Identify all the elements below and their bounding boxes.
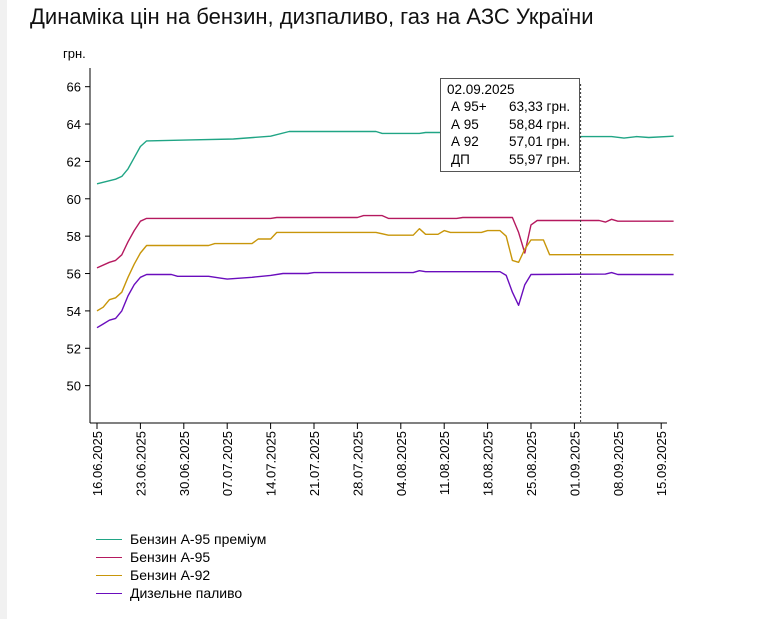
hover-tooltip: 02.09.2025 А 95+ 63,33 грн. А 95 58,84 г… xyxy=(440,78,580,172)
legend-item-diesel[interactable]: Дизельне паливо xyxy=(96,584,266,602)
legend-item-a95[interactable]: Бензин А-95 xyxy=(96,548,266,566)
x-tick-label: 21.07.2025 xyxy=(307,431,322,496)
legend-label: Бензин А-92 xyxy=(130,567,211,583)
series-line xyxy=(96,228,674,312)
tooltip-fuel-name: А 95+ xyxy=(451,99,487,114)
legend-item-a92[interactable]: Бензин А-92 xyxy=(96,566,266,584)
x-tick-label: 07.07.2025 xyxy=(220,431,235,496)
series-line xyxy=(96,130,674,185)
tooltip-fuel-name: А 92 xyxy=(451,134,479,149)
x-tick-label: 30.06.2025 xyxy=(177,431,192,496)
x-tick-label: 08.09.2025 xyxy=(611,431,626,496)
x-tick-label: 28.07.2025 xyxy=(350,431,365,496)
legend-label: Бензин А-95 xyxy=(130,549,211,565)
tooltip-fuel-name: А 95 xyxy=(451,116,479,132)
legend-label: Дизельне паливо xyxy=(130,585,243,601)
legend-swatch xyxy=(96,592,122,594)
x-tick-label: 23.06.2025 xyxy=(133,431,148,496)
tooltip-row: А 95+ 63,33 грн. xyxy=(447,98,573,116)
tooltip-fuel-name: ДП xyxy=(451,151,470,167)
y-tick-label: 66 xyxy=(67,80,81,95)
legend-item-a95-premium[interactable]: Бензин А-95 преміум xyxy=(96,530,266,548)
series-line xyxy=(96,214,674,269)
tooltip-date: 02.09.2025 xyxy=(447,82,515,97)
tooltip-fuel-value: 58,84 грн. xyxy=(509,116,571,132)
x-tick-label: 25.08.2025 xyxy=(524,431,539,496)
x-tick-label: 18.08.2025 xyxy=(481,431,496,496)
x-tick-label: 01.09.2025 xyxy=(567,431,582,496)
tooltip-row: ДП 55,97 грн. xyxy=(447,151,573,169)
tooltip-row: А 92 57,01 грн. xyxy=(447,133,573,151)
chart-title: Динаміка цін на бензин, дизпаливо, газ н… xyxy=(30,4,594,29)
tooltip-fuel-value: 63,33 грн. xyxy=(509,99,571,114)
tooltip-fuel-value: 55,97 грн. xyxy=(509,151,571,167)
legend-swatch xyxy=(96,574,122,576)
left-edge-strip xyxy=(0,0,7,619)
x-tick-label: 16.06.2025 xyxy=(90,431,105,496)
y-tick-label: 56 xyxy=(67,267,81,282)
series-line xyxy=(96,270,674,329)
y-tick-label: 54 xyxy=(67,304,81,319)
tooltip-fuel-value: 57,01 грн. xyxy=(509,134,571,149)
legend-label: Бензин А-95 преміум xyxy=(130,531,267,547)
tooltip-row: А 95 58,84 грн. xyxy=(447,116,573,134)
x-tick-label: 11.08.2025 xyxy=(437,431,452,495)
x-tick-label: 14.07.2025 xyxy=(264,431,279,496)
chart-legend: Бензин А-95 преміум Бензин А-95 Бензин А… xyxy=(96,530,266,602)
legend-swatch xyxy=(96,556,122,558)
y-tick-label: 60 xyxy=(67,192,81,207)
y-tick-label: 52 xyxy=(67,341,81,356)
y-axis-label: грн. xyxy=(63,46,86,61)
x-tick-label: 04.08.2025 xyxy=(394,431,409,496)
legend-swatch xyxy=(96,538,122,540)
x-tick-label: 15.09.2025 xyxy=(654,431,669,496)
y-tick-label: 62 xyxy=(67,154,81,169)
y-tick-label: 64 xyxy=(67,117,81,132)
y-tick-label: 58 xyxy=(67,229,81,244)
y-tick-label: 50 xyxy=(67,379,81,394)
